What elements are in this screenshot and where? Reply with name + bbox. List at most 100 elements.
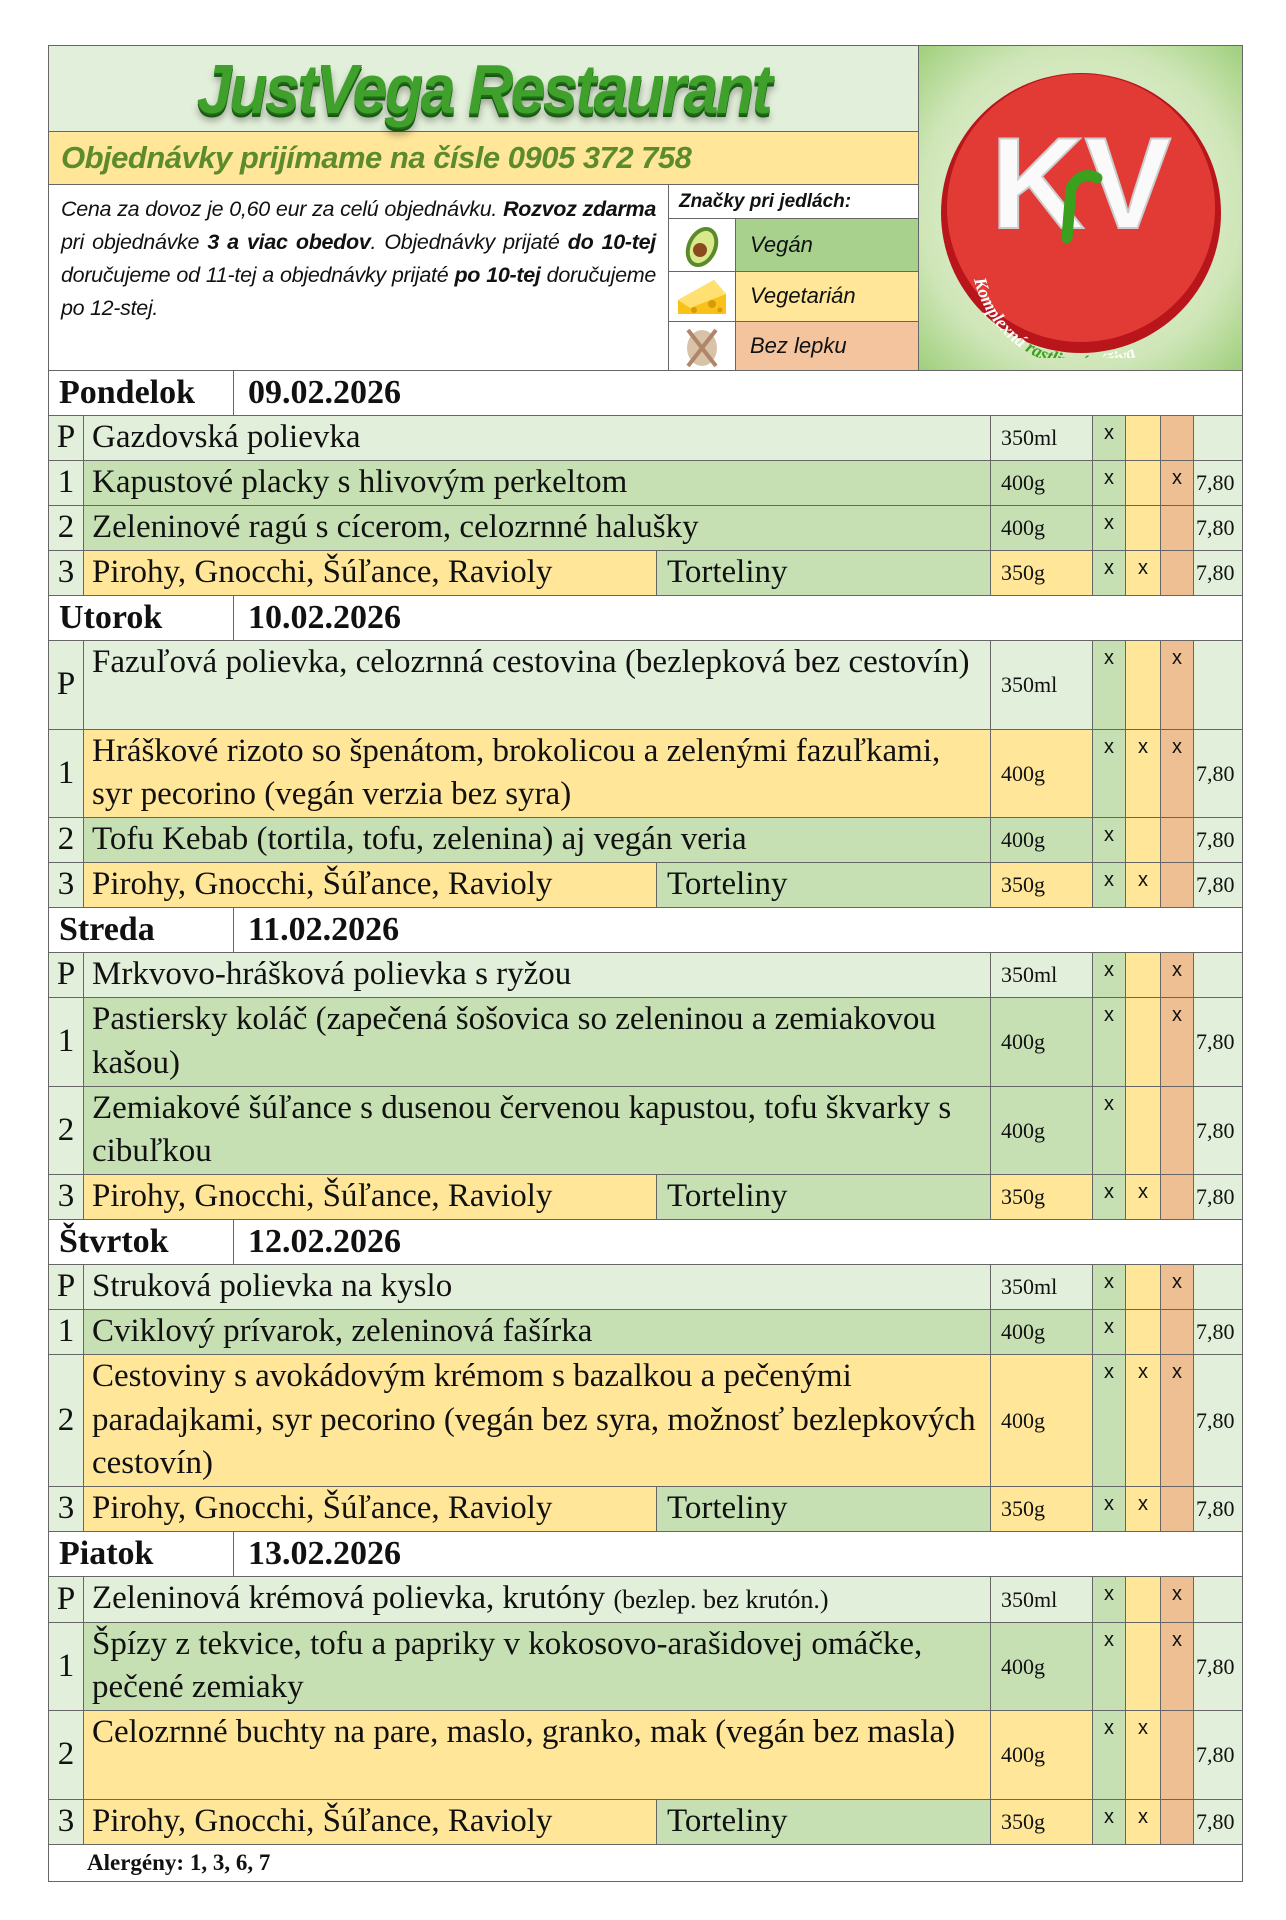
menu-item: 2 Cestoviny s avokádovým krémom s bazalko… — [49, 1355, 1242, 1487]
vegetarian-mark — [1126, 461, 1161, 505]
menu-item: P Gazdovská polievka 350ml x — [49, 416, 1242, 461]
item-name: Celozrnné buchty na pare, maslo, granko,… — [84, 1711, 991, 1799]
item-weight: 400g — [991, 506, 1093, 550]
menu-item: 1 Pastiersky koláč (zapečená šošovica so … — [49, 998, 1242, 1087]
dish-name: Cviklový prívarok, zeleninová fašírka — [92, 1310, 990, 1354]
dish-text: Hráškové rizoto so špenátom, brokolicou … — [92, 732, 941, 813]
item-name: Zemiakové šúľance s dusenou červenou kap… — [84, 1086, 991, 1174]
info-emphasis: Rozvoz zdarma — [503, 197, 656, 221]
item-weight: 350g — [991, 1175, 1093, 1219]
vegan-mark: x — [1093, 1487, 1126, 1531]
item-number: 1 — [49, 461, 84, 505]
gluten-free-mark: x — [1161, 461, 1194, 505]
item-number: 3 — [49, 1487, 84, 1531]
item-price: 7,80 — [1194, 551, 1242, 595]
vegetarian-mark — [1126, 1086, 1161, 1174]
day-date: 13.02.2026 — [248, 1535, 401, 1572]
item-number: 2 — [49, 818, 84, 862]
item-name: Pirohy, Gnocchi, Šúľance, Ravioly Torteli… — [84, 551, 991, 595]
menu-item: 1 Špízy z tekvice, tofu a papriky v kokos… — [49, 1622, 1242, 1711]
legend-label: Vegetarián — [736, 272, 918, 321]
gluten-free-mark — [1161, 1711, 1194, 1799]
gluten-free-mark — [1161, 551, 1194, 595]
vegetarian-mark: x — [1126, 551, 1161, 595]
dish-name: Pirohy, Gnocchi, Šúľance, Ravioly — [92, 1799, 657, 1844]
vegan-mark: x — [1093, 1799, 1126, 1844]
gluten-free-mark: x — [1161, 1265, 1194, 1309]
item-weight: 350g — [991, 1487, 1093, 1531]
dish-text: Cviklový prívarok, zeleninová fašírka — [92, 1313, 593, 1349]
item-name: Špízy z tekvice, tofu a papriky v kokoso… — [84, 1622, 991, 1711]
dish-name: Gazdovská polievka — [92, 416, 990, 460]
gluten-free-mark — [1161, 506, 1194, 550]
vegan-mark: x — [1093, 416, 1126, 460]
daily-menu: Pondelok 09.02.2026 P Gazdovská polievka 350… — [49, 371, 1242, 1845]
item-weight: 400g — [991, 1355, 1093, 1486]
item-weight: 400g — [991, 1711, 1093, 1799]
menu-item: 3 Pirohy, Gnocchi, Šúľance, Ravioly Tortel… — [49, 551, 1242, 596]
day-name: Utorok — [49, 596, 234, 640]
menu-item: P Fazuľová polievka, celozrnná cestovina … — [49, 641, 1242, 730]
item-weight: 350ml — [991, 953, 1093, 997]
item-name: Tofu Kebab (tortila, tofu, zelenina) aj … — [84, 818, 991, 862]
item-weight: 400g — [991, 729, 1093, 817]
menu-item: 1 Kapustové placky s hlivovým perkeltom 40… — [49, 461, 1242, 506]
info-text: pri objednávke — [61, 230, 208, 254]
dish-name: Pirohy, Gnocchi, Šúľance, Ravioly — [92, 863, 657, 907]
item-weight: 400g — [991, 1086, 1093, 1174]
item-price: 7,80 — [1194, 998, 1242, 1086]
item-weight: 400g — [991, 1310, 1093, 1354]
dish-text: Celozrnné buchty na pare, maslo, granko,… — [92, 1714, 956, 1750]
gluten-free-mark — [1161, 1487, 1194, 1531]
vegetarian-mark — [1126, 1577, 1161, 1622]
vegetarian-mark — [1126, 998, 1161, 1086]
vegetarian-mark: x — [1126, 1799, 1161, 1844]
allergens-note: Alergény: 1, 3, 6, 7 — [87, 1849, 271, 1875]
item-price: 7,80 — [1194, 818, 1242, 862]
gluten-free-mark — [1161, 1086, 1194, 1174]
item-name: Kapustové placky s hlivovým perkeltom — [84, 461, 991, 505]
vegetarian-mark — [1126, 1310, 1161, 1354]
menu-item: P Zeleninová krémová polievka, krutóny (b… — [49, 1577, 1242, 1623]
item-price: 7,80 — [1194, 1175, 1242, 1219]
day-date: 11.02.2026 — [248, 911, 400, 948]
info-row: Cena za dovoz je 0,60 eur za celú objedn… — [49, 185, 918, 370]
gluten-free-mark: x — [1161, 641, 1194, 729]
header-left: JustVega Restaurant Objednávky prijímame… — [49, 46, 919, 370]
vegetarian-mark: x — [1126, 1711, 1161, 1799]
legend-label: Bez lepku — [736, 321, 918, 370]
day-name: Streda — [49, 908, 234, 952]
item-number: 3 — [49, 863, 84, 907]
item-name: Pirohy, Gnocchi, Šúľance, Ravioly Torteli… — [84, 1799, 991, 1844]
vegetarian-mark: x — [1126, 863, 1161, 907]
menu-item: 2 Tofu Kebab (tortila, tofu, zelenina) aj… — [49, 818, 1242, 863]
item-price: 7,80 — [1194, 1711, 1242, 1799]
day-date: 09.02.2026 — [248, 374, 401, 411]
item-name: Hráškové rizoto so špenátom, brokolicou … — [84, 729, 991, 817]
item-price: 7,80 — [1194, 1487, 1242, 1531]
item-number: 1 — [49, 1310, 84, 1354]
menu-item: 1 Hráškové rizoto so špenátom, brokolicou… — [49, 729, 1242, 818]
dish-name: Špízy z tekvice, tofu a papriky v kokoso… — [92, 1623, 990, 1711]
dish-name: Pastiersky koláč (zapečená šošovica so z… — [92, 998, 990, 1086]
gluten-free-mark: x — [1161, 998, 1194, 1086]
item-name: Cviklový prívarok, zeleninová fašírka — [84, 1310, 991, 1354]
vegetarian-mark: x — [1126, 1175, 1161, 1219]
item-number: 2 — [49, 506, 84, 550]
legend-vegetarian: Vegetarián — [669, 272, 918, 322]
legend-label: Vegán — [736, 219, 918, 271]
title-band: JustVega Restaurant — [49, 46, 918, 132]
vegetarian-mark — [1126, 1622, 1161, 1710]
item-name: Struková polievka na kyslo — [84, 1265, 991, 1309]
item-name: Zeleninová krémová polievka, krutóny (be… — [84, 1577, 991, 1622]
menu-item: 2 Zemiakové šúľance s dusenou červenou ka… — [49, 1086, 1242, 1175]
day-name: Piatok — [49, 1532, 234, 1576]
dish-name: Pirohy, Gnocchi, Šúľance, Ravioly — [92, 1487, 657, 1531]
day-header: Pondelok 09.02.2026 — [49, 371, 1242, 416]
vegetarian-mark — [1126, 953, 1161, 997]
vegetarian-mark: x — [1126, 1487, 1161, 1531]
vegan-mark: x — [1093, 1310, 1126, 1354]
legend-vegan: Vegán — [669, 219, 918, 272]
legend: Značky pri jedlách: Vegán Vegetarián — [669, 185, 918, 370]
dish-note: (bezlep. bez krutón.) — [613, 1585, 829, 1614]
